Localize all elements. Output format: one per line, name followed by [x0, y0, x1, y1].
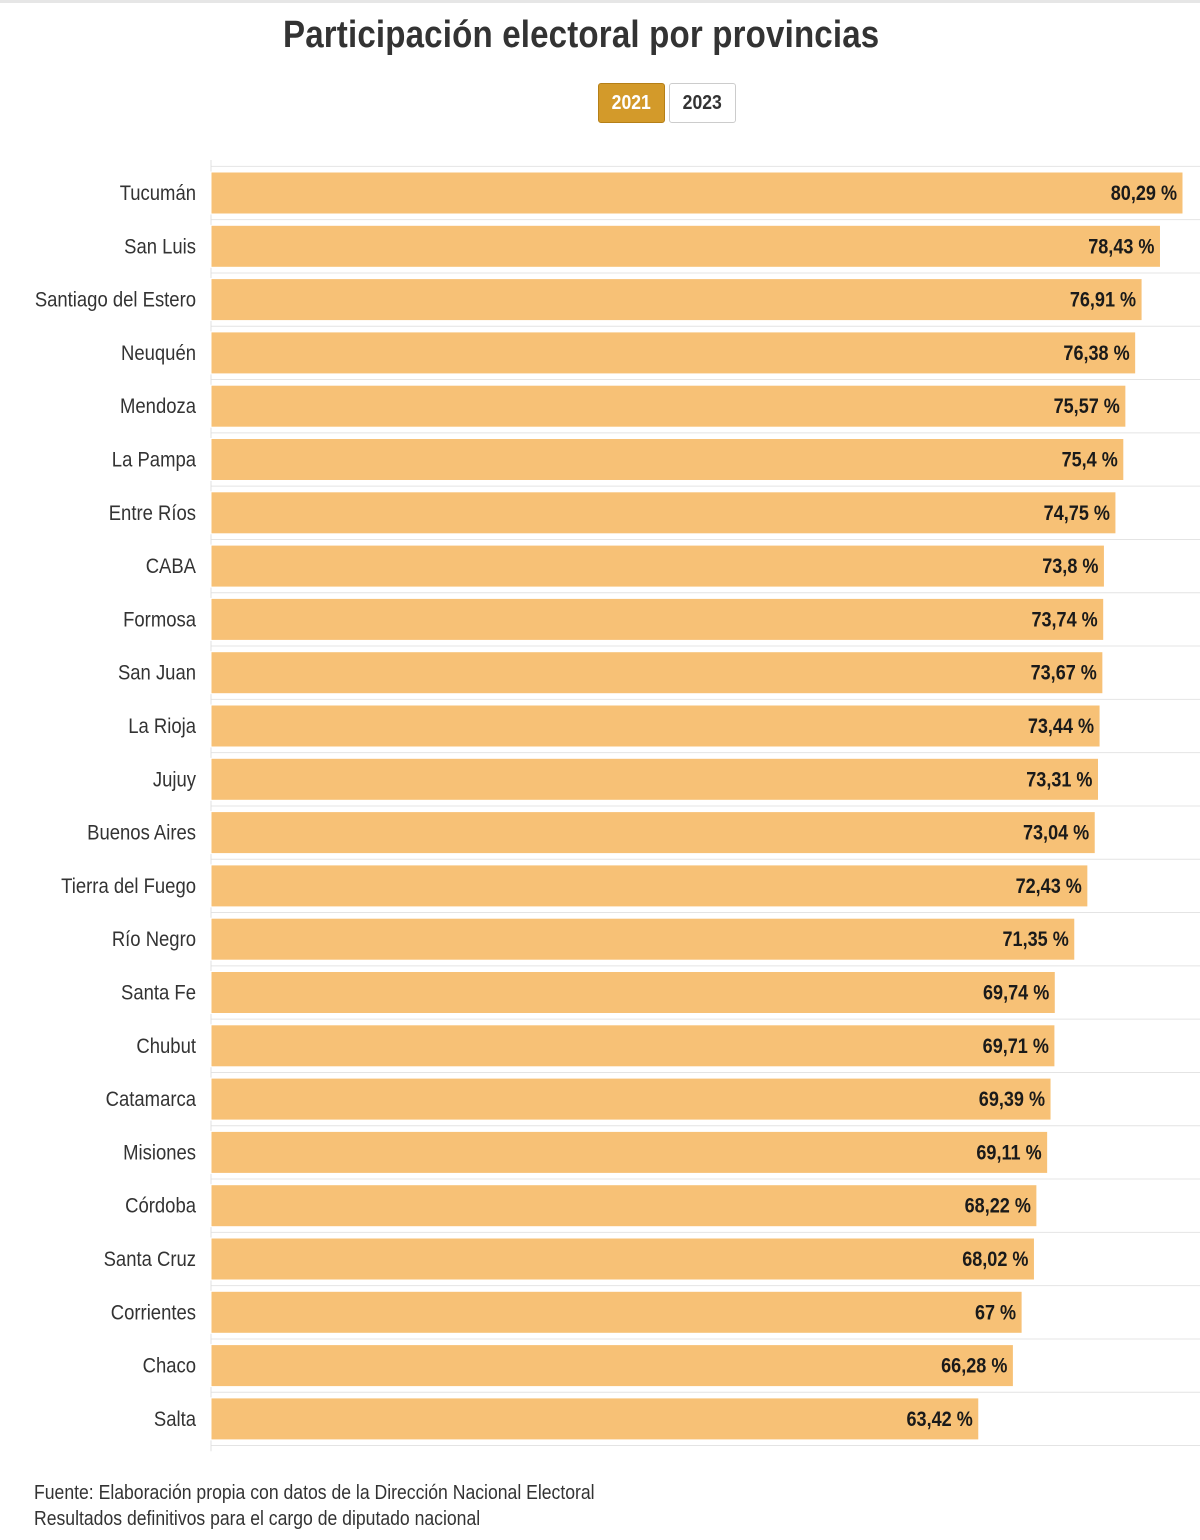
bar-chart: Tucumán 80,29 % San Luis 78,43 % Santiago de…: [35, 160, 1200, 1452]
data-label: 73,8 %: [1042, 555, 1098, 579]
bar: [210, 1397, 980, 1441]
category-label: Entre Ríos: [109, 502, 196, 525]
data-label: 69,74 %: [983, 981, 1049, 1005]
category-label: Jujuy: [153, 768, 196, 791]
category-label: CABA: [146, 555, 197, 578]
data-label: 68,02 %: [962, 1248, 1028, 1272]
bar: [210, 224, 1161, 268]
data-label: 63,42 %: [907, 1408, 973, 1432]
bar: [210, 1184, 1038, 1228]
data-label: 71,35 %: [1003, 928, 1069, 952]
category-label: Mendoza: [120, 395, 196, 418]
data-label: 76,38 %: [1063, 342, 1129, 366]
category-label: Tucumán: [120, 182, 196, 205]
bar: [210, 171, 1184, 215]
data-label: 73,74 %: [1031, 608, 1097, 632]
chart-title: Participación electoral por provincias: [282, 14, 880, 56]
category-label: Formosa: [123, 608, 196, 631]
tab-2023[interactable]: 2023: [669, 83, 736, 123]
category-label: Salta: [154, 1408, 196, 1431]
bar: [210, 1290, 1023, 1334]
category-label: Corrientes: [111, 1301, 196, 1324]
category-label: La Pampa: [112, 448, 196, 471]
bar: [210, 438, 1125, 481]
bar: [210, 1077, 1052, 1121]
data-label: 72,43 %: [1016, 875, 1082, 899]
bar: [210, 1344, 1014, 1388]
bar: [210, 1130, 1049, 1174]
bar: [210, 704, 1101, 748]
category-label: Chubut: [136, 1035, 196, 1058]
bar: [210, 544, 1105, 588]
category-label: Chaco: [143, 1355, 196, 1378]
category-label: La Rioja: [128, 715, 196, 738]
data-label: 73,44 %: [1028, 715, 1094, 739]
data-label: 69,71 %: [983, 1035, 1049, 1059]
data-label: 76,91 %: [1070, 288, 1136, 312]
top-divider: [0, 0, 1200, 3]
tab-2021[interactable]: 2021: [598, 83, 665, 123]
data-label: 74,75 %: [1044, 502, 1110, 526]
data-label: 68,22 %: [965, 1194, 1031, 1218]
category-label: San Luis: [124, 235, 196, 258]
data-label: 80,29 %: [1111, 182, 1177, 206]
bar: [210, 864, 1089, 908]
data-label: 75,57 %: [1054, 395, 1120, 419]
bar: [210, 1024, 1056, 1068]
bar: [210, 331, 1137, 375]
data-label: 73,67 %: [1031, 661, 1097, 685]
bar: [210, 651, 1104, 695]
category-label: Córdoba: [125, 1195, 196, 1218]
bar: [210, 917, 1076, 961]
source-note: Fuente: Elaboración propia con datos de …: [34, 1482, 595, 1504]
category-label: Catamarca: [106, 1088, 196, 1111]
data-label: 66,28 %: [941, 1354, 1007, 1378]
category-label: Neuquén: [121, 342, 196, 365]
category-label: San Juan: [118, 662, 196, 685]
category-label: Misiones: [123, 1141, 196, 1164]
bar: [210, 278, 1143, 322]
data-label: 73,04 %: [1023, 821, 1089, 845]
bar: [210, 384, 1127, 428]
results-note: Resultados definitivos para el cargo de …: [34, 1508, 481, 1530]
data-label: 69,11 %: [976, 1141, 1041, 1165]
tab-2021-label: 2021: [611, 91, 652, 114]
data-label: 67 %: [975, 1301, 1016, 1325]
bar: [210, 811, 1096, 855]
bar: [210, 757, 1099, 801]
data-label: 69,39 %: [979, 1088, 1045, 1112]
bar: [210, 491, 1117, 535]
category-label: Buenos Aires: [87, 822, 196, 845]
tab-2023-label: 2023: [682, 91, 723, 114]
data-label: 78,43 %: [1088, 235, 1154, 259]
bar: [210, 597, 1105, 641]
bar: [210, 971, 1056, 1014]
category-label: Río Negro: [112, 928, 196, 951]
bar: [210, 1237, 1035, 1281]
data-label: 73,31 %: [1026, 768, 1092, 792]
category-label: Santa Cruz: [104, 1248, 196, 1271]
category-label: Santiago del Estero: [35, 289, 196, 312]
category-label: Santa Fe: [121, 981, 196, 1004]
year-tabs: 2021 2023: [598, 83, 736, 123]
data-label: 75,4 %: [1062, 448, 1118, 472]
category-label: Tierra del Fuego: [61, 875, 196, 898]
